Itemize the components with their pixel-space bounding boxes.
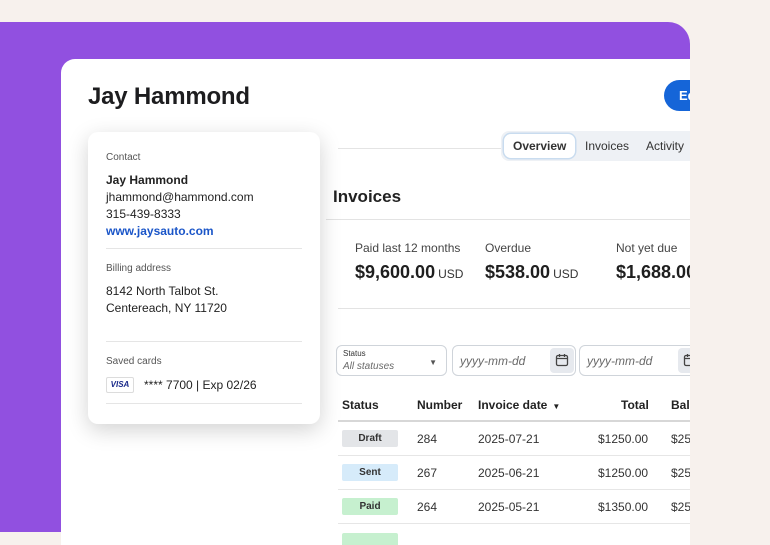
calendar-icon[interactable] [550, 348, 574, 373]
invoice-date: 2025-07-21 [478, 432, 540, 446]
row-divider [338, 523, 690, 524]
column-header-balance[interactable]: Balance [671, 398, 690, 412]
invoice-number: 267 [417, 466, 438, 480]
status-filter-value: All statuses [343, 361, 395, 372]
column-header-invoice-date[interactable]: Invoice date ▼ [478, 398, 561, 412]
visa-card-icon: VISA [106, 377, 134, 393]
date-from-placeholder: yyyy-mm-dd [460, 354, 526, 368]
tab-overview[interactable]: Overview [504, 134, 576, 158]
card-divider [106, 403, 302, 404]
stat-label-overdue: Overdue [485, 241, 532, 255]
status-badge-partial [342, 533, 398, 545]
contact-section-label: Contact [106, 152, 141, 163]
saved-cards-label: Saved cards [106, 356, 162, 367]
invoice-balance: $250.00 [671, 432, 690, 446]
row-divider [338, 489, 690, 490]
stat-label-paid: Paid last 12 months [355, 241, 461, 255]
stat-label-not-yet-due: Not yet due [616, 241, 678, 255]
tab-activity[interactable]: Activity [646, 139, 685, 153]
calendar-icon[interactable] [678, 348, 690, 373]
invoice-total: $1350.00 [598, 500, 649, 514]
date-to-input[interactable]: yyyy-mm-dd [579, 345, 690, 376]
contact-email[interactable]: jhammond@hammond.com [106, 190, 254, 204]
card-divider [106, 248, 302, 249]
invoice-number: 264 [417, 500, 438, 514]
contact-card: Contact Jay Hammond jhammond@hammond.com… [88, 132, 320, 424]
invoice-balance: $250.00 [671, 500, 690, 514]
invoice-date: 2025-06-21 [478, 466, 540, 480]
invoice-total: $1250.00 [598, 432, 649, 446]
billing-address-line1: 8142 North Talbot St. [106, 284, 219, 298]
contact-phone[interactable]: 315-439-8333 [106, 207, 181, 221]
page-title: Jay Hammond [88, 83, 250, 110]
card-divider [106, 341, 302, 342]
status-badge-draft: Draft [342, 430, 398, 447]
column-header-status[interactable]: Status [342, 398, 379, 412]
column-header-number[interactable]: Number [417, 398, 463, 412]
invoice-total: $1250.00 [598, 466, 649, 480]
billing-address-line2: Centereach, NY 11720 [106, 301, 227, 315]
sort-desc-icon: ▼ [552, 402, 561, 411]
column-header-total[interactable]: Total [621, 398, 649, 412]
date-from-input[interactable]: yyyy-mm-dd [452, 345, 576, 376]
stat-value-overdue: $538.00 USD [485, 262, 579, 282]
status-badge-paid: Paid [342, 498, 398, 515]
billing-address-label: Billing address [106, 263, 172, 274]
status-badge-sent: Sent [342, 464, 398, 481]
contact-name: Jay Hammond [106, 173, 189, 187]
invoice-balance: $250.00 [671, 466, 690, 480]
status-filter-select[interactable]: Status All statuses ▼ [336, 345, 447, 376]
table-header-divider [338, 420, 690, 422]
tab-invoices[interactable]: Invoices [585, 139, 630, 153]
saved-card-details[interactable]: **** 7700 | Exp 02/26 [144, 378, 257, 392]
edit-button[interactable]: Edit [664, 80, 690, 111]
invoices-divider-top [326, 219, 690, 220]
stat-value-not-yet-due: $1,688.00 [616, 262, 690, 282]
chevron-down-icon: ▼ [429, 358, 437, 367]
invoice-date: 2025-05-21 [478, 500, 540, 514]
invoice-number: 284 [417, 432, 438, 446]
contact-website-link[interactable]: www.jaysauto.com [106, 224, 214, 238]
row-divider [338, 455, 690, 456]
invoices-divider-stats [338, 308, 690, 309]
stat-value-paid: $9,600.00 USD [355, 262, 464, 282]
tab-bar: Overview Invoices Activity [501, 131, 690, 161]
status-filter-label: Status [343, 349, 366, 358]
date-to-placeholder: yyyy-mm-dd [587, 354, 653, 368]
invoices-title: Invoices [333, 187, 402, 206]
